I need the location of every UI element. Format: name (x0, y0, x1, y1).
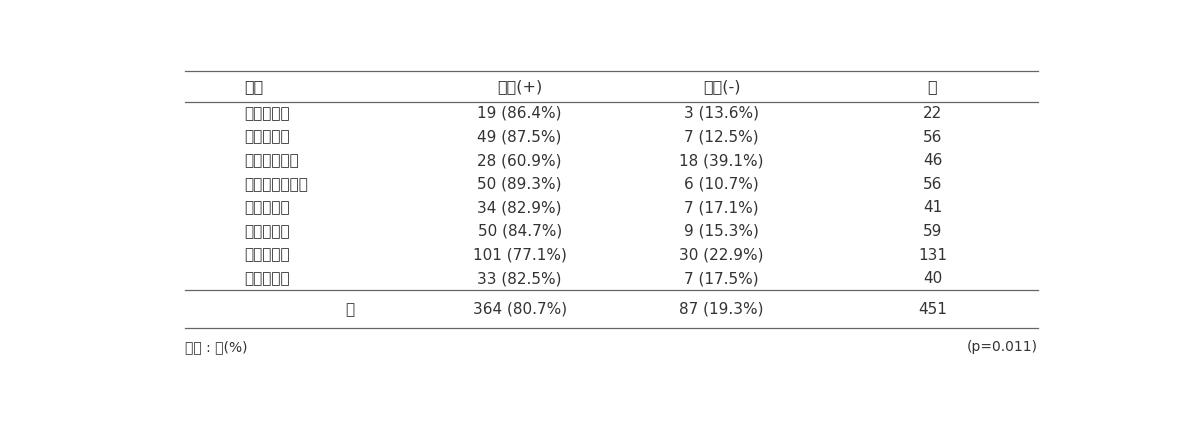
Text: 6 (10.7%): 6 (10.7%) (684, 177, 759, 192)
Text: 7 (12.5%): 7 (12.5%) (684, 129, 759, 145)
Text: 항체(-): 항체(-) (703, 78, 740, 94)
Text: 원광대의대: 원광대의대 (244, 200, 290, 215)
Text: 9 (15.3%): 9 (15.3%) (684, 224, 759, 239)
Text: 19 (86.4%): 19 (86.4%) (477, 106, 562, 121)
Text: 50 (89.3%): 50 (89.3%) (477, 177, 562, 192)
Text: 7 (17.5%): 7 (17.5%) (684, 271, 759, 286)
Text: 87 (19.3%): 87 (19.3%) (680, 302, 764, 317)
Text: 56: 56 (922, 177, 942, 192)
Text: 을지대의대: 을지대의대 (244, 224, 290, 239)
Text: 7 (17.1%): 7 (17.1%) (684, 200, 759, 215)
Text: 계: 계 (928, 78, 938, 94)
Text: 101 (77.1%): 101 (77.1%) (472, 248, 567, 263)
Text: 3 (13.6%): 3 (13.6%) (684, 106, 759, 121)
Text: 364 (80.7%): 364 (80.7%) (472, 302, 567, 317)
Text: 46: 46 (922, 153, 942, 168)
Text: 34 (82.9%): 34 (82.9%) (477, 200, 562, 215)
Text: 순천향대의대: 순천향대의대 (244, 153, 300, 168)
Text: 131: 131 (918, 248, 947, 263)
Text: 40: 40 (922, 271, 942, 286)
Text: 50 (84.7%): 50 (84.7%) (477, 224, 561, 239)
Text: 41: 41 (922, 200, 942, 215)
Text: 계: 계 (346, 302, 354, 317)
Text: 관동대의대: 관동대의대 (244, 271, 290, 286)
Text: 28 (60.9%): 28 (60.9%) (477, 153, 562, 168)
Text: (p=0.011): (p=0.011) (967, 340, 1038, 354)
Text: 인제대의대: 인제대의대 (244, 248, 290, 263)
Text: 56: 56 (922, 129, 942, 145)
Text: 30 (22.9%): 30 (22.9%) (680, 248, 764, 263)
Text: 건양대의대: 건양대의대 (244, 106, 290, 121)
Text: 22: 22 (922, 106, 942, 121)
Text: 단위 : 명(%): 단위 : 명(%) (185, 340, 247, 354)
Text: 원주연세대의대: 원주연세대의대 (244, 177, 308, 192)
Text: 항체(+): 항체(+) (497, 78, 542, 94)
Text: 계명대의대: 계명대의대 (244, 129, 290, 145)
Text: 49 (87.5%): 49 (87.5%) (477, 129, 562, 145)
Text: 59: 59 (922, 224, 942, 239)
Text: 33 (82.5%): 33 (82.5%) (477, 271, 562, 286)
Text: 451: 451 (918, 302, 947, 317)
Text: 학교: 학교 (244, 78, 264, 94)
Text: 18 (39.1%): 18 (39.1%) (680, 153, 764, 168)
